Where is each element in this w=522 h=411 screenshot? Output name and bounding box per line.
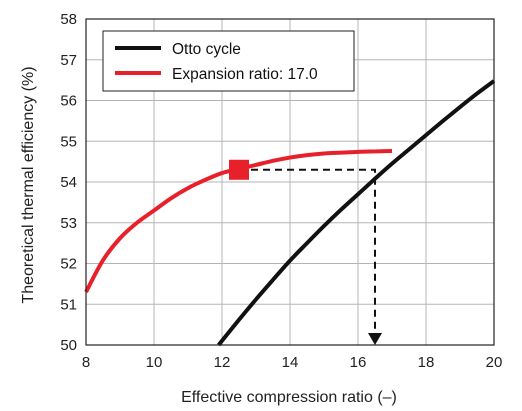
x-axis-label: Effective compression ratio (–) bbox=[181, 389, 397, 406]
y-tick-labels: 50 51 52 53 54 55 56 57 58 bbox=[60, 11, 77, 354]
legend-box bbox=[102, 30, 355, 92]
y-tick-label: 53 bbox=[60, 215, 77, 232]
x-tick-labels: 8 10 12 14 16 18 20 bbox=[82, 354, 503, 371]
y-tick-label: 52 bbox=[60, 256, 77, 273]
grid bbox=[85, 18, 495, 346]
dashed-guide-line bbox=[239, 168, 376, 333]
annotations bbox=[229, 159, 382, 345]
x-tick-label: 12 bbox=[214, 354, 231, 371]
y-tick-label: 58 bbox=[60, 11, 77, 28]
y-axis-label: Theoretical thermal efficiency (%) bbox=[20, 66, 37, 303]
x-tick-label: 20 bbox=[486, 354, 503, 371]
x-tick-label: 10 bbox=[146, 354, 163, 371]
x-tick-label: 14 bbox=[282, 354, 299, 371]
y-tick-label: 57 bbox=[60, 52, 77, 69]
x-tick-label: 16 bbox=[350, 354, 367, 371]
y-tick-label: 50 bbox=[60, 337, 77, 354]
y-tick-label: 54 bbox=[60, 174, 77, 191]
marker-square bbox=[229, 159, 249, 180]
y-tick-label: 56 bbox=[60, 93, 77, 110]
x-tick-label: 18 bbox=[418, 354, 435, 371]
y-tick-label: 51 bbox=[60, 296, 77, 313]
x-tick-label: 8 bbox=[82, 354, 90, 371]
y-tick-label: 55 bbox=[60, 133, 77, 150]
plot-frame bbox=[85, 18, 495, 346]
legend-label-otto: Otto cycle bbox=[172, 41, 241, 58]
series-line-otto-cycle bbox=[217, 79, 496, 347]
arrow-head bbox=[368, 333, 382, 345]
legend-label-expansion: Expansion ratio: 17.0 bbox=[172, 66, 318, 83]
legend: Otto cycle Expansion ratio: 17.0 bbox=[102, 30, 355, 92]
